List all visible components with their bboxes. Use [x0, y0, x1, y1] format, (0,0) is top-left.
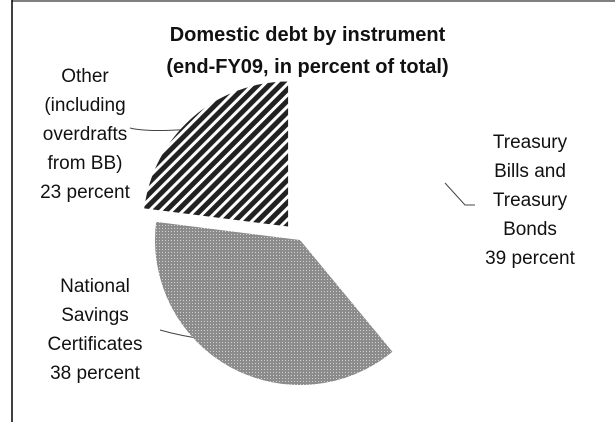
pie-slice — [155, 221, 393, 385]
chart-subtitle: (end-FY09, in percent of total) — [166, 56, 449, 78]
leader-line — [444, 182, 475, 206]
pie-slice — [300, 95, 445, 352]
slice-label: National Savings Certificates — [47, 276, 143, 355]
slice-label: Treasury Bills and Treasury Bonds — [492, 132, 568, 240]
pie-slice — [144, 81, 289, 227]
slice-label: Other (including overdrafts from BB) — [42, 66, 128, 174]
slice-value-label: 38 percent — [50, 363, 140, 384]
slice-value-label: 23 percent — [40, 182, 130, 203]
chart-title: Domestic debt by instrument — [169, 24, 446, 46]
slice-value-label: 39 percent — [485, 248, 575, 269]
